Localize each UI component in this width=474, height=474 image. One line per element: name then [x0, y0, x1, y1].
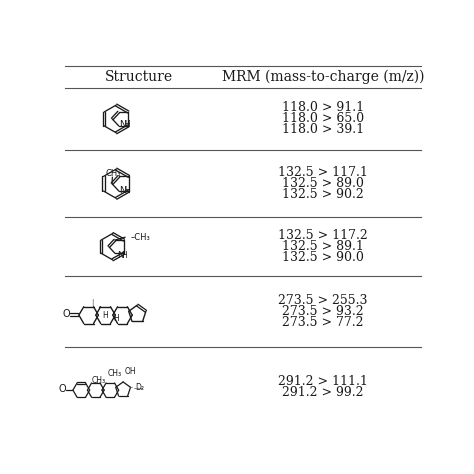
Text: N: N	[119, 119, 126, 128]
Text: OH: OH	[125, 367, 136, 376]
Text: MRM (mass-to-charge (m/z)): MRM (mass-to-charge (m/z))	[221, 70, 424, 84]
Text: 118.0 > 91.1: 118.0 > 91.1	[282, 101, 364, 115]
Text: CH₃: CH₃	[105, 169, 121, 178]
Text: 132.5 > 90.0: 132.5 > 90.0	[282, 251, 364, 264]
Text: 132.5 > 89.0: 132.5 > 89.0	[282, 177, 364, 190]
Text: CH₃: CH₃	[108, 369, 122, 378]
Text: 132.5 > 117.2: 132.5 > 117.2	[278, 229, 368, 242]
Text: H: H	[113, 314, 119, 323]
Text: O: O	[59, 384, 66, 394]
Text: 132.5 > 90.2: 132.5 > 90.2	[282, 188, 364, 201]
Text: 273.5 > 93.2: 273.5 > 93.2	[282, 305, 364, 318]
Text: H: H	[124, 119, 130, 128]
Text: 291.2 > 99.2: 291.2 > 99.2	[282, 386, 364, 399]
Text: 118.0 > 39.1: 118.0 > 39.1	[282, 123, 364, 137]
Text: H: H	[125, 186, 130, 195]
Text: 132.5 > 89.1: 132.5 > 89.1	[282, 240, 364, 253]
Text: 132.5 > 117.1: 132.5 > 117.1	[278, 166, 368, 179]
Text: –CH₃: –CH₃	[130, 233, 150, 242]
Text: H: H	[121, 251, 127, 260]
Text: N: N	[117, 251, 124, 260]
Text: Structure: Structure	[105, 70, 173, 84]
Text: 291.2 > 111.1: 291.2 > 111.1	[278, 375, 368, 388]
Text: 118.0 > 65.0: 118.0 > 65.0	[282, 112, 364, 126]
Text: O: O	[63, 310, 71, 319]
Text: CH₃: CH₃	[91, 375, 106, 384]
Text: •: •	[97, 305, 100, 310]
Text: N: N	[119, 186, 126, 195]
Text: |: |	[91, 300, 94, 306]
Text: H: H	[103, 310, 109, 319]
Text: 273.5 > 77.2: 273.5 > 77.2	[282, 316, 364, 329]
Text: D₂: D₂	[135, 383, 144, 392]
Text: 273.5 > 255.3: 273.5 > 255.3	[278, 294, 367, 307]
